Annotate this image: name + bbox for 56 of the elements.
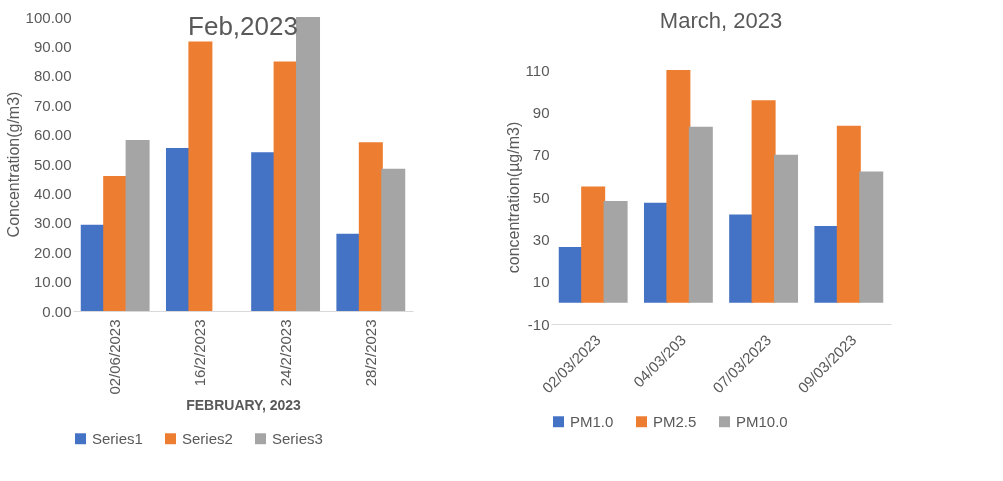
y-tick-label: 30.00 — [33, 214, 72, 232]
y-tick-label: 90 — [532, 103, 550, 121]
bar — [80, 224, 105, 311]
bar — [751, 100, 776, 303]
y-tick-label: 50.00 — [33, 155, 72, 173]
bar — [125, 139, 150, 311]
bar — [774, 154, 799, 303]
bar — [603, 201, 628, 303]
legend-label: Series1 — [92, 429, 143, 447]
bar — [336, 233, 361, 311]
y-tick-label: 0.00 — [42, 302, 72, 320]
y-tick-label: 40.00 — [33, 184, 72, 202]
bar — [103, 176, 128, 311]
legend-label: PM1.0 — [570, 412, 614, 430]
y-tick-label: 110 — [525, 61, 550, 79]
bar — [251, 152, 276, 311]
y-axis-title: Concentration(g/m3) — [4, 91, 22, 238]
y-tick-label: 70.00 — [33, 96, 72, 114]
bar — [836, 125, 861, 303]
x-tick-label: 28/2/2023 — [361, 319, 379, 387]
y-tick-label: 30 — [532, 230, 550, 248]
bar — [296, 17, 321, 311]
y-tick-label: 10 — [532, 273, 550, 291]
x-axis-title: FEBRUARY, 2023 — [186, 396, 302, 413]
bar — [814, 226, 839, 303]
y-tick-label: 100.00 — [25, 8, 72, 26]
bar — [581, 186, 606, 303]
x-tick-label: 02/06/2023 — [106, 319, 124, 395]
bar — [643, 202, 668, 303]
y-tick-label: -10 — [527, 315, 550, 333]
bar — [688, 126, 713, 303]
y-tick-label: 20.00 — [33, 243, 72, 261]
y-axis-title: concentration(µg/m3) — [504, 121, 522, 274]
legend-label: PM2.5 — [653, 412, 697, 430]
x-tick-label: 16/2/2023 — [191, 319, 209, 387]
y-tick-label: 10.00 — [33, 273, 72, 291]
y-tick-label: 70 — [532, 146, 550, 164]
chart-title: Feb,2023 — [188, 11, 298, 41]
bar — [666, 70, 691, 303]
x-tick-label: 24/2/2023 — [276, 319, 294, 387]
bar — [188, 41, 213, 311]
y-tick-label: 90.00 — [33, 37, 72, 55]
bar — [165, 148, 190, 311]
y-tick-label: 60.00 — [33, 126, 72, 144]
bar — [381, 168, 406, 311]
y-tick-label: 80.00 — [33, 67, 72, 85]
bar — [729, 214, 754, 303]
legend-label: Series2 — [182, 429, 233, 447]
bar — [859, 171, 884, 303]
legend-label: PM10.0 — [736, 412, 788, 430]
legend-label: Series3 — [272, 429, 323, 447]
chart-title: March, 2023 — [659, 8, 783, 33]
bar — [358, 142, 383, 311]
bar — [558, 246, 583, 303]
bar — [273, 61, 298, 311]
y-tick-label: 50 — [532, 188, 550, 206]
